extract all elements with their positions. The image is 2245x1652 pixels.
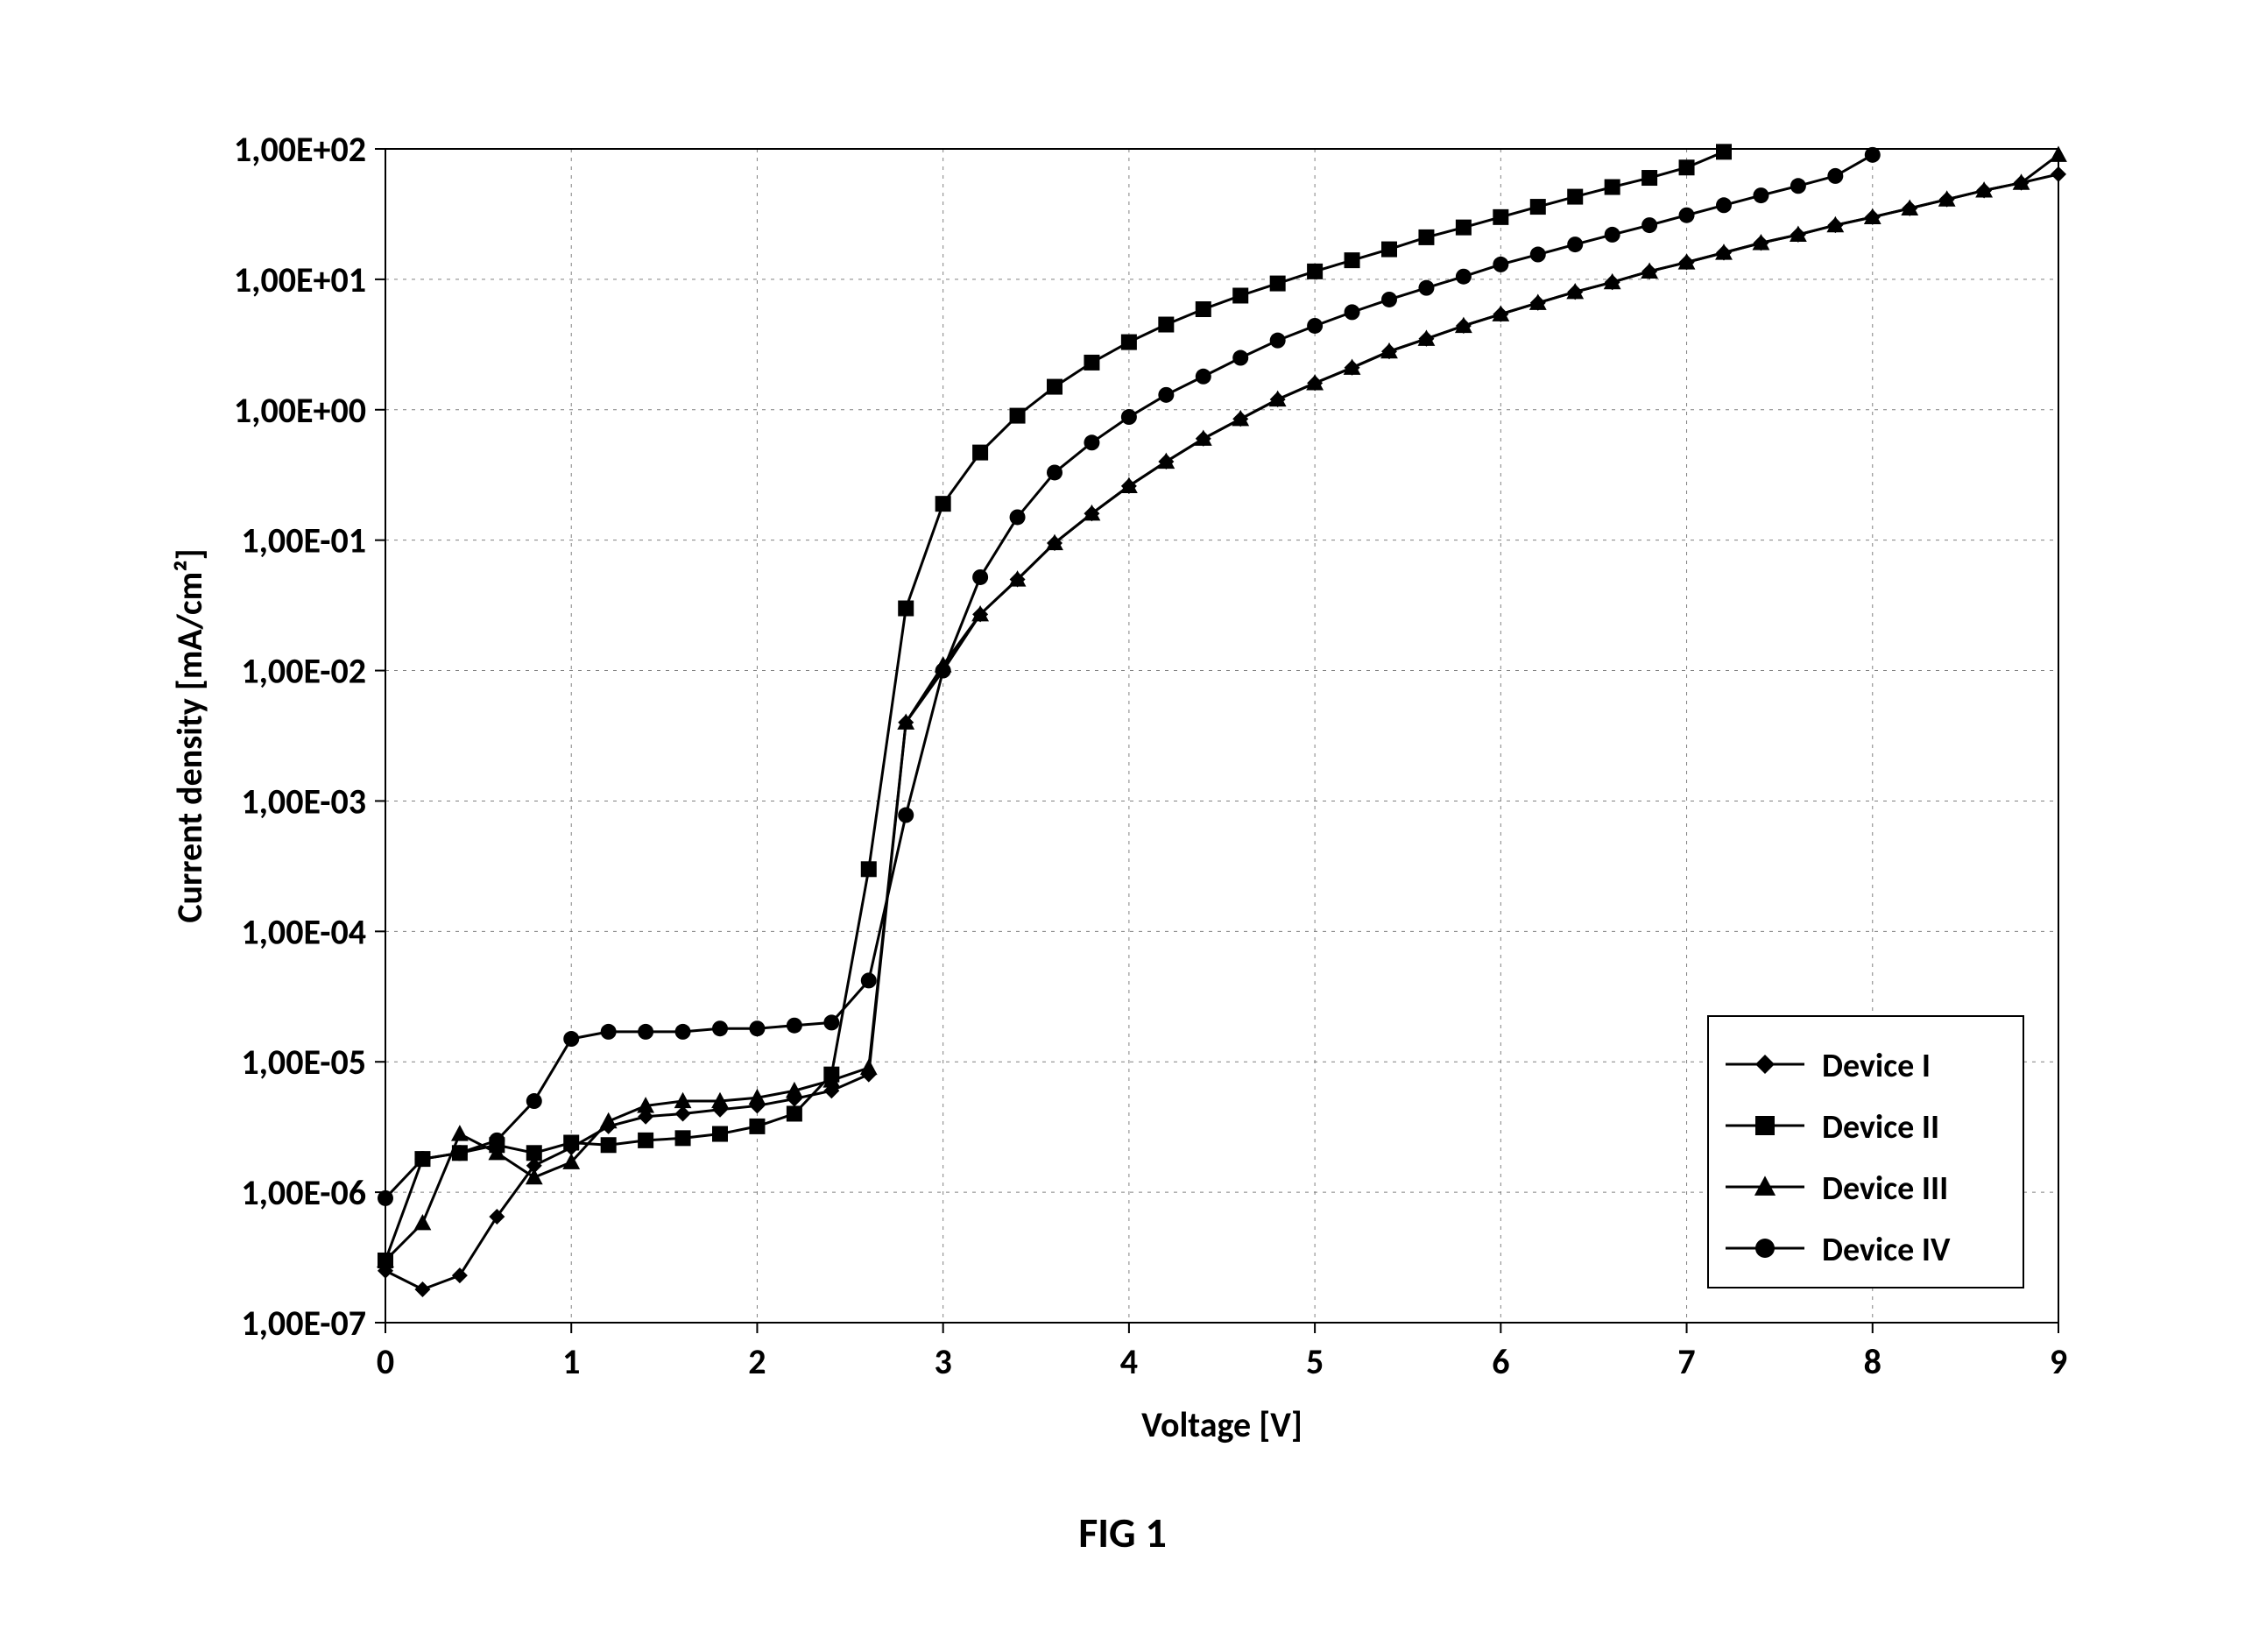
figure-page: 0 1 2 3 4 5 6 7 8 9 1,00E-07 1,00E-06 1,00E-05 1,00E-… (0, 0, 2245, 1652)
svg-text:1,00E-03: 1,00E-03 (241, 780, 366, 822)
svg-text:8: 8 (1864, 1340, 1881, 1383)
svg-text:1,00E-06: 1,00E-06 (241, 1171, 366, 1214)
svg-text:1,00E-07: 1,00E-07 (241, 1302, 366, 1345)
figure-caption: FIG 1 (0, 1507, 2245, 1558)
svg-text:Device III: Device III (1822, 1168, 1948, 1209)
svg-text:6: 6 (1492, 1340, 1509, 1383)
svg-text:Device II: Device II (1822, 1107, 1939, 1147)
svg-text:1,00E-05: 1,00E-05 (241, 1041, 366, 1084)
svg-text:Current density [mA/cm²]: Current density [mA/cm²] (168, 548, 211, 922)
jv-chart: 0 1 2 3 4 5 6 7 8 9 1,00E-07 1,00E-06 1,00E-05 1,00E-… (158, 123, 2085, 1480)
svg-text:9: 9 (2050, 1340, 2067, 1383)
svg-text:1,00E-02: 1,00E-02 (241, 650, 366, 693)
svg-text:1,00E+00: 1,00E+00 (234, 389, 366, 432)
svg-text:1,00E-04: 1,00E-04 (241, 910, 366, 953)
chart-container: 0 1 2 3 4 5 6 7 8 9 1,00E-07 1,00E-06 1,00E-05 1,00E-… (158, 123, 2085, 1480)
svg-text:1: 1 (562, 1340, 580, 1383)
svg-text:Device I: Device I (1822, 1046, 1931, 1086)
svg-text:5: 5 (1306, 1340, 1324, 1383)
svg-text:1,00E+01: 1,00E+01 (234, 258, 366, 301)
svg-text:7: 7 (1677, 1340, 1695, 1383)
svg-text:1,00E-01: 1,00E-01 (241, 519, 366, 562)
svg-text:0: 0 (377, 1340, 394, 1383)
svg-text:4: 4 (1120, 1340, 1138, 1383)
svg-text:1,00E+02: 1,00E+02 (234, 128, 366, 171)
svg-text:2: 2 (748, 1340, 766, 1383)
svg-text:Voltage [V]: Voltage [V] (1141, 1403, 1303, 1446)
svg-text:Device IV: Device IV (1822, 1230, 1951, 1270)
svg-text:3: 3 (935, 1340, 952, 1383)
